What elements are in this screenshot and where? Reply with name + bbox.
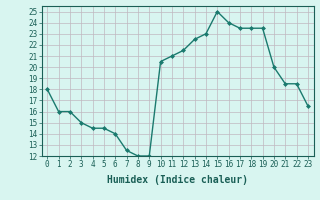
X-axis label: Humidex (Indice chaleur): Humidex (Indice chaleur) xyxy=(107,175,248,185)
